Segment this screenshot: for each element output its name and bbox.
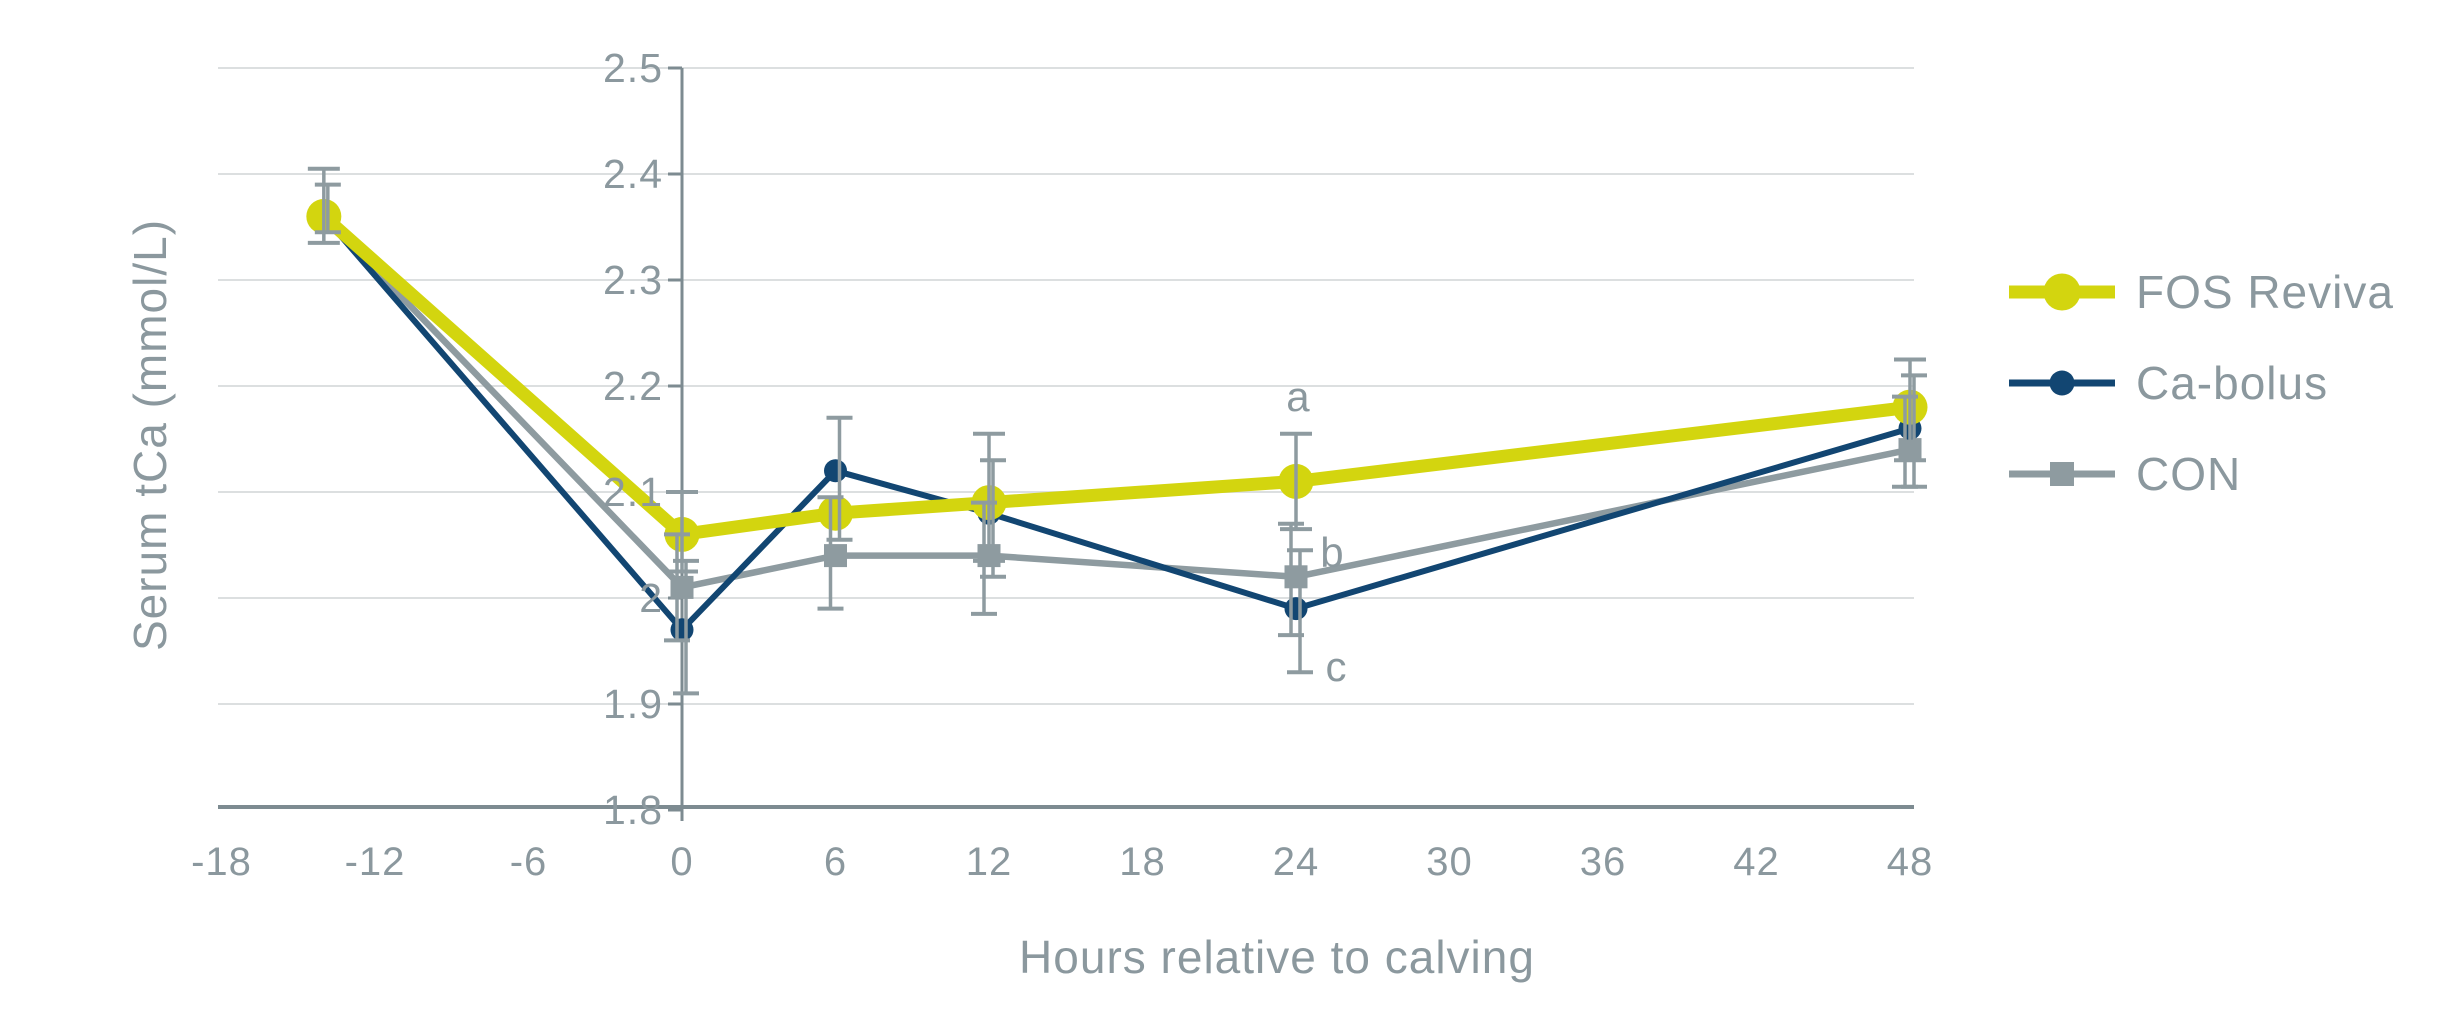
series-line — [321, 214, 1911, 591]
circle-legend-key-icon — [2009, 370, 2115, 396]
legend-item-fos-reviva: FOS Reviva — [2006, 266, 2394, 318]
x-tick-label: 42 — [1733, 840, 1780, 884]
significance-letter: c — [1325, 642, 1347, 690]
significance-letter: a — [1286, 372, 1310, 420]
y-tick-label: 1.8 — [603, 787, 663, 833]
legend-item-ca-bolus: Ca-bolus — [2006, 357, 2328, 409]
y-tick-label: 1.9 — [603, 681, 663, 727]
y-tick-label: 2 — [639, 575, 663, 621]
x-tick-label: 24 — [1272, 840, 1320, 884]
x-tick-label: -18 — [191, 840, 252, 884]
x-tick-label: 48 — [1886, 840, 1934, 884]
y-axis-title: Serum tCa (mmol/L) — [124, 218, 176, 652]
series-line — [321, 214, 1911, 635]
data-point-marker — [1284, 565, 1308, 589]
data-point-marker — [1284, 597, 1308, 621]
x-tick-label: 30 — [1426, 840, 1473, 884]
x-axis-title: Hours relative to calving — [1019, 931, 1535, 983]
x-tick-label: 12 — [965, 840, 1013, 884]
x-tick-label: 18 — [1119, 840, 1166, 884]
circle-legend-key-icon — [2009, 273, 2115, 311]
y-tick-label: 2.5 — [603, 45, 663, 91]
data-point-marker — [670, 618, 694, 642]
data-point-marker — [817, 495, 853, 531]
x-tick-label: 6 — [823, 840, 848, 884]
y-tick-label: 2.4 — [603, 151, 663, 197]
legend-label: Ca-bolus — [2136, 357, 2329, 409]
y-tick-label: 2.2 — [603, 363, 663, 409]
y-tick-label: 2.3 — [603, 257, 663, 303]
x-tick-label: 36 — [1579, 840, 1627, 884]
legend-item-con: CON — [2006, 448, 2241, 500]
x-tick-label: -6 — [509, 840, 548, 884]
square-legend-key-icon — [2009, 462, 2115, 486]
significance-letter: b — [1320, 529, 1344, 577]
legend-label: CON — [2136, 448, 2242, 500]
data-point-marker — [670, 575, 694, 599]
data-point-marker — [823, 459, 847, 483]
legend-label: FOS Reviva — [2136, 266, 2394, 318]
series-line — [319, 211, 1911, 542]
y-tick-label: 2.1 — [603, 469, 663, 515]
x-tick-label: 0 — [670, 840, 694, 884]
x-tick-label: -12 — [344, 840, 406, 884]
data-point-marker — [823, 544, 847, 568]
